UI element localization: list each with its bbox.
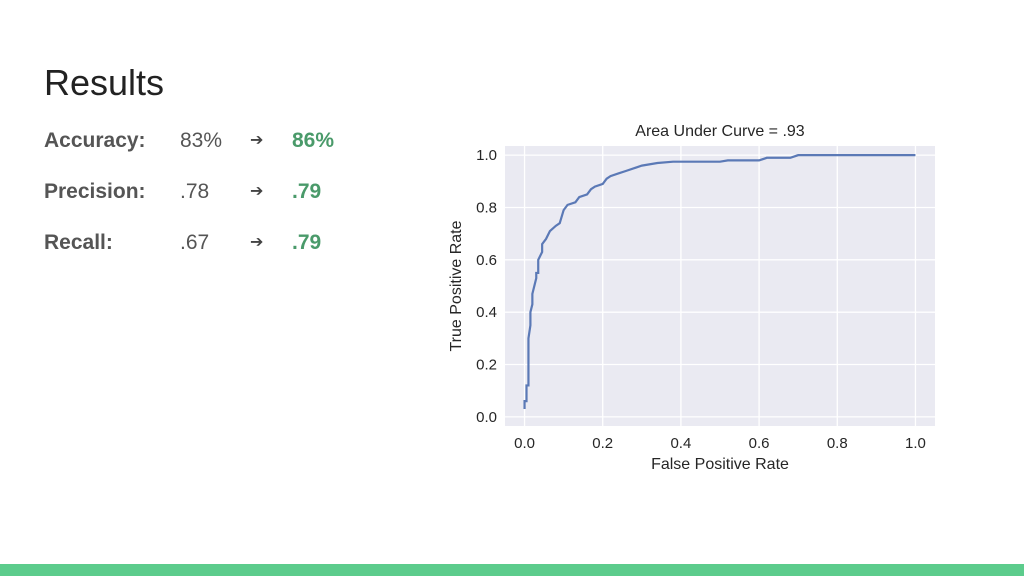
arrow-right-icon: ➔ bbox=[250, 132, 264, 149]
metric-after-value: .79 bbox=[292, 180, 322, 203]
metric-after-value: 86% bbox=[292, 129, 335, 152]
metric-row-recall: Recall: .67 ➔ .79 bbox=[44, 226, 384, 260]
metric-before-value: .67 bbox=[180, 231, 210, 254]
slide-title: Results bbox=[44, 62, 165, 103]
chart-title: Area Under Curve = .93 bbox=[635, 123, 805, 140]
x-tick-label: 0.0 bbox=[514, 435, 535, 452]
y-tick-label: 0.8 bbox=[476, 199, 497, 216]
x-tick-label: 0.2 bbox=[592, 435, 613, 452]
x-axis-label: False Positive Rate bbox=[651, 456, 789, 473]
plot-area bbox=[505, 146, 935, 426]
y-axis-label: True Positive Rate bbox=[448, 220, 465, 351]
bottom-accent-bar bbox=[0, 564, 1024, 576]
y-tick-label: 0.0 bbox=[476, 409, 497, 426]
metric-before-value: 83% bbox=[180, 129, 223, 152]
grid-lines bbox=[505, 146, 935, 426]
roc-chart-svg: Area Under Curve = .93 0.0 0.2 0.4 0.6 0.8 1.… bbox=[448, 123, 935, 473]
metric-label: Recall: bbox=[44, 231, 113, 254]
metric-before-value: .78 bbox=[180, 180, 210, 203]
metric-label: Accuracy: bbox=[44, 129, 146, 152]
x-tick-label: 0.8 bbox=[827, 435, 848, 452]
arrow-right-icon: ➔ bbox=[250, 234, 264, 251]
y-tick-label: 0.4 bbox=[476, 304, 497, 321]
x-tick-label: 0.6 bbox=[749, 435, 770, 452]
y-tick-label: 0.6 bbox=[476, 252, 497, 269]
y-tick-label: 0.2 bbox=[476, 357, 497, 374]
metric-label: Precision: bbox=[44, 180, 146, 203]
metric-row-precision: Precision: .78 ➔ .79 bbox=[44, 175, 384, 209]
x-tick-label: 1.0 bbox=[905, 435, 926, 452]
tick-labels: 0.0 0.2 0.4 0.6 0.8 1.0 0.0 0.2 0.4 0.6 0.8 1.0 bbox=[476, 147, 926, 452]
roc-chart: Area Under Curve = .93 0.0 0.2 0.4 0.6 0.8 1.… bbox=[430, 110, 950, 485]
x-tick-label: 0.4 bbox=[670, 435, 691, 452]
roc-curve-line bbox=[523, 154, 916, 409]
arrow-right-icon: ➔ bbox=[250, 183, 264, 200]
metric-after-value: .79 bbox=[292, 231, 322, 254]
y-tick-label: 1.0 bbox=[476, 147, 497, 164]
metric-row-accuracy: Accuracy: 83% ➔ 86% bbox=[44, 124, 384, 158]
